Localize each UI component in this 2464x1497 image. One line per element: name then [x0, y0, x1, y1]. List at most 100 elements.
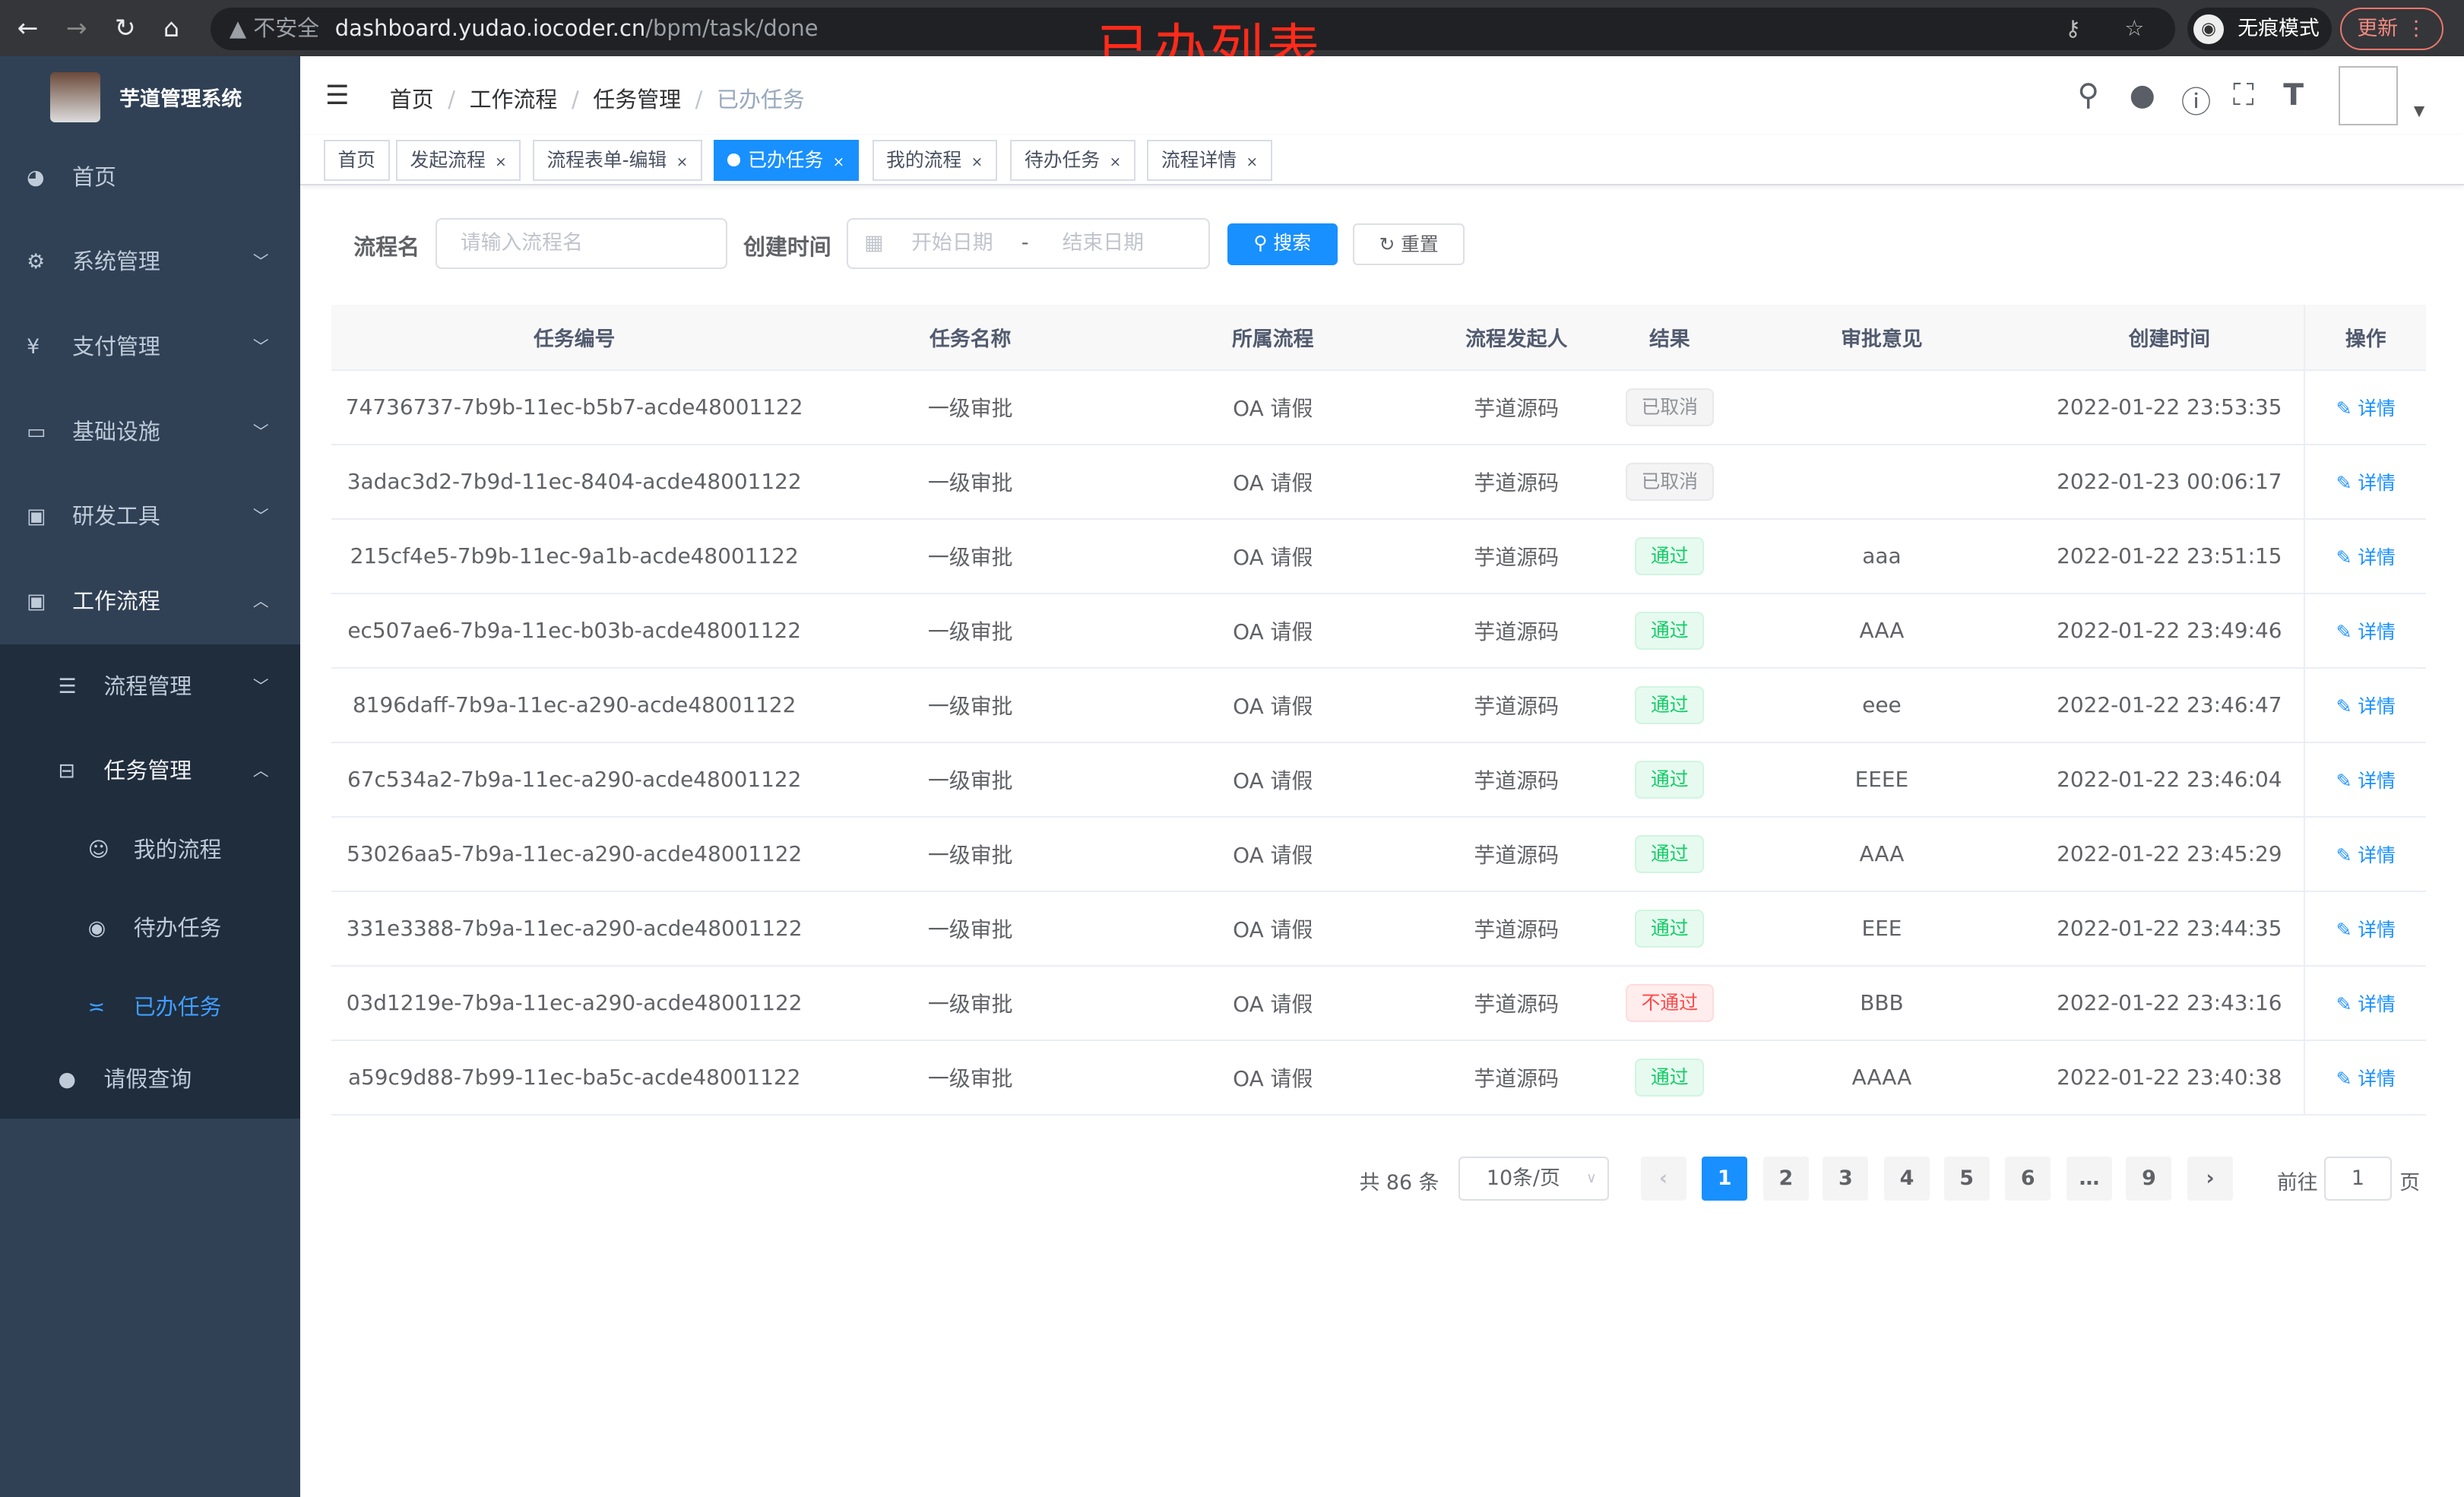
- label: 工作流程: [72, 588, 160, 615]
- hamburger-icon[interactable]: ☰: [325, 80, 350, 112]
- detail-button[interactable]: ✎ 详情: [2336, 989, 2396, 1017]
- forward-icon[interactable]: →: [65, 12, 87, 43]
- created-time-cell: 2022-01-22 23:51:15: [2057, 543, 2282, 569]
- start-date[interactable]: 开始日期: [911, 231, 993, 255]
- breadcrumb: 首页 / 工作流程 / 任务管理 / 已办任务: [389, 86, 805, 112]
- label: 支付管理: [72, 334, 160, 360]
- detail-button[interactable]: ✎ 详情: [2336, 692, 2396, 719]
- sidebar-item-done[interactable]: ≍ 已办任务: [0, 968, 300, 1046]
- close-icon[interactable]: ×: [1109, 154, 1122, 170]
- sidebar-item-system[interactable]: ⚙ 系统管理 ﹀: [0, 220, 300, 305]
- actions-cell: ✎ 详情: [2304, 668, 2426, 742]
- prev-page-button[interactable]: ‹: [1640, 1156, 1686, 1201]
- reload-icon[interactable]: ↻: [114, 12, 136, 43]
- url-path: /bpm/task/done: [645, 15, 819, 42]
- page-button[interactable]: 3: [1823, 1156, 1869, 1201]
- close-icon[interactable]: ×: [832, 154, 845, 170]
- detail-button[interactable]: ✎ 详情: [2336, 543, 2396, 570]
- close-icon[interactable]: ×: [495, 154, 507, 170]
- avatar[interactable]: [2338, 65, 2399, 126]
- end-date[interactable]: 结束日期: [1062, 231, 1145, 255]
- page-button[interactable]: 6: [2005, 1156, 2051, 1201]
- chevron-up-icon: ︿: [252, 592, 269, 611]
- font-size-icon[interactable]: T: [2283, 78, 2304, 113]
- tag-process-detail[interactable]: 流程详情 ×: [1147, 140, 1272, 181]
- detail-button[interactable]: ✎ 详情: [2336, 766, 2396, 793]
- home-icon[interactable]: ⌂: [163, 12, 180, 43]
- task-name-cell: 一级审批: [927, 544, 1013, 570]
- address-bar[interactable]: ▲ 不安全 dashboard.yudao.iocoder.cn/bpm/task…: [211, 8, 2175, 51]
- sidebar-item-todo[interactable]: ◉ 待办任务: [0, 889, 300, 967]
- page-button[interactable]: …: [2066, 1156, 2112, 1201]
- page-button[interactable]: 2: [1762, 1156, 1809, 1201]
- detail-button[interactable]: ✎ 详情: [2336, 394, 2396, 421]
- star-icon[interactable]: ☆: [2124, 15, 2145, 42]
- tag-form-edit[interactable]: 流程表单-编辑 ×: [532, 140, 702, 181]
- detail-button[interactable]: ✎ 详情: [2336, 840, 2396, 868]
- name-label: 流程名: [353, 233, 420, 260]
- process-cell: OA 请假: [1233, 470, 1313, 495]
- sidebar-item-infra[interactable]: ▭ 基础设施 ﹀: [0, 390, 300, 475]
- sidebar-item-my-process[interactable]: ☺ 我的流程: [0, 811, 300, 889]
- date-range-picker[interactable]: ▦ 开始日期 - 结束日期: [847, 218, 1211, 269]
- sidebar-item-process-mgmt[interactable]: ☰ 流程管理 ﹀: [0, 644, 300, 730]
- created-time-cell: 2022-01-22 23:44:35: [2057, 916, 2282, 942]
- caret-down-icon[interactable]: ▼: [2413, 103, 2425, 120]
- comment-cell: AAA: [1859, 841, 1905, 867]
- page-button[interactable]: 9: [2126, 1156, 2172, 1201]
- result-cell: 通过: [1610, 1041, 1728, 1114]
- page-button[interactable]: 1: [1702, 1156, 1748, 1201]
- process-name-input[interactable]: 请输入流程名: [435, 218, 728, 269]
- breadcrumb-item[interactable]: 任务管理: [593, 86, 682, 112]
- sidebar-item-pay[interactable]: ¥ 支付管理 ﹀: [0, 305, 300, 390]
- table-row: 215cf4e5-7b9b-11ec-9a1b-acde48001122 一级审批…: [331, 519, 2427, 594]
- close-icon[interactable]: ×: [676, 154, 689, 170]
- sidebar-item-leave[interactable]: ● 请假查询: [0, 1040, 300, 1119]
- fullscreen-icon[interactable]: ⛶: [2233, 78, 2254, 113]
- breadcrumb-item[interactable]: 工作流程: [469, 86, 558, 112]
- github-icon[interactable]: ●: [2129, 78, 2155, 113]
- tag-done-task[interactable]: 已办任务 ×: [713, 140, 859, 181]
- edit-icon: ✎: [2336, 397, 2358, 419]
- goto-page-input[interactable]: 1: [2323, 1156, 2392, 1201]
- page-size-select[interactable]: 10条/页 ∨: [1458, 1156, 1610, 1201]
- close-icon[interactable]: ×: [971, 154, 983, 170]
- table-row: a59c9d88-7b99-11ec-ba5c-acde48001122 一级审批…: [331, 1040, 2427, 1116]
- comment-cell: eee: [1862, 692, 1902, 718]
- sidebar-item-workflow[interactable]: ▣ 工作流程 ︿: [0, 559, 300, 644]
- tag-start-process[interactable]: 发起流程 ×: [396, 140, 521, 181]
- actions-cell: ✎ 详情: [2304, 370, 2426, 444]
- detail-button[interactable]: ✎ 详情: [2336, 468, 2396, 495]
- key-icon[interactable]: ⚷: [2064, 15, 2082, 42]
- breadcrumb-item[interactable]: 首页: [389, 86, 434, 112]
- label: 任务管理: [103, 758, 192, 784]
- tag-todo[interactable]: 待办任务 ×: [1010, 140, 1135, 181]
- sidebar-item-devtools[interactable]: ▣ 研发工具 ﹀: [0, 474, 300, 559]
- page-button[interactable]: 4: [1884, 1156, 1930, 1201]
- next-page-button[interactable]: ›: [2187, 1156, 2234, 1201]
- actions-cell: ✎ 详情: [2304, 593, 2426, 667]
- close-icon[interactable]: ×: [1246, 154, 1259, 170]
- reset-button[interactable]: ↻ 重置: [1353, 223, 1465, 266]
- tag-label: 我的流程: [886, 149, 962, 171]
- detail-button[interactable]: ✎ 详情: [2336, 1064, 2396, 1091]
- help-icon[interactable]: ⓘ: [2181, 86, 2212, 121]
- detail-button[interactable]: ✎ 详情: [2336, 915, 2396, 942]
- chevron-down-icon: ﹀: [252, 676, 269, 695]
- sidebar-item-home[interactable]: ◕ 首页: [0, 135, 300, 220]
- starter-cell: 芋道源码: [1474, 767, 1560, 793]
- incognito-badge[interactable]: ◉ 无痕模式: [2187, 8, 2333, 51]
- update-button[interactable]: 更新 ⋮: [2339, 8, 2444, 51]
- page-button[interactable]: 5: [1943, 1156, 1990, 1201]
- header-process: 所属流程: [1232, 328, 1314, 352]
- tag-home[interactable]: 首页: [323, 140, 390, 181]
- task-name-cell: 一级审批: [927, 693, 1013, 719]
- search-icon[interactable]: ⚲: [2077, 78, 2100, 113]
- back-icon[interactable]: ←: [17, 12, 39, 43]
- table-row: 03d1219e-7b9a-11ec-a290-acde48001122 一级审批…: [331, 966, 2427, 1041]
- table-row: 331e3388-7b9a-11ec-a290-acde48001122 一级审批…: [331, 891, 2427, 967]
- detail-button[interactable]: ✎ 详情: [2336, 617, 2396, 644]
- tag-my-process[interactable]: 我的流程 ×: [872, 140, 997, 181]
- sidebar-item-task-mgmt[interactable]: ⊟ 任务管理 ︿: [0, 729, 300, 814]
- search-button[interactable]: ⚲ 搜索: [1227, 223, 1338, 266]
